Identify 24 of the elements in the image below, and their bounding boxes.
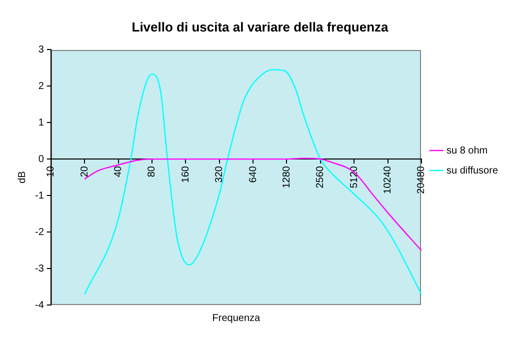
y-tick-label: -4 [34, 300, 44, 311]
x-tick-label: 640 [248, 166, 259, 183]
x-tick-label: 80 [146, 166, 158, 178]
x-axis-title: Frequenza [211, 313, 262, 324]
x-tick-label: 320 [214, 166, 226, 183]
x-tick-label: 40 [113, 166, 124, 178]
chart-title: Livello di uscita al variare della frequenza [132, 19, 390, 34]
legend-label: su diffusore [446, 165, 498, 176]
y-tick-label: -3 [34, 263, 44, 274]
x-tick-label: 2560 [315, 166, 326, 188]
x-tick-label: 1280 [281, 166, 292, 188]
y-tick-label: -1 [34, 190, 44, 202]
y-tick-label: 1 [38, 117, 44, 128]
x-tick-label: 160 [180, 166, 192, 183]
y-axis-title: dB [16, 170, 28, 184]
y-tick-label: -2 [34, 226, 44, 238]
legend-label: su 8 ohm [446, 145, 488, 156]
x-tick-label: 20 [79, 166, 90, 178]
y-tick-label: 3 [38, 44, 44, 56]
y-tick-label: 0 [38, 154, 44, 165]
x-tick-label: 10240 [382, 166, 394, 194]
x-tick-label: 5120 [348, 166, 360, 188]
y-tick-label: 2 [38, 80, 44, 92]
x-tick-label: 20480 [416, 166, 428, 194]
